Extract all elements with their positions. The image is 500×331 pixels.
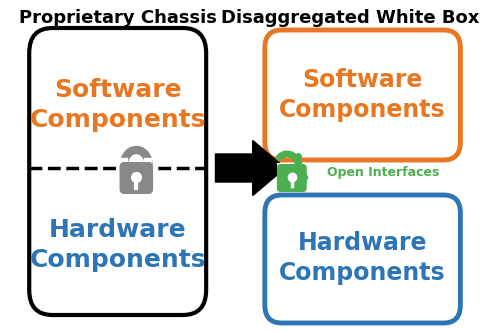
Text: Disaggregated White Box: Disaggregated White Box (222, 9, 480, 27)
FancyBboxPatch shape (265, 30, 460, 160)
Text: Open Interfaces: Open Interfaces (327, 166, 440, 178)
FancyBboxPatch shape (120, 162, 153, 194)
Text: Software
Components: Software Components (30, 78, 206, 132)
Text: Proprietary Chassis: Proprietary Chassis (19, 9, 216, 27)
Text: Hardware
Components: Hardware Components (280, 231, 446, 285)
FancyBboxPatch shape (277, 164, 306, 192)
Text: Hardware
Components: Hardware Components (30, 218, 206, 272)
FancyBboxPatch shape (265, 195, 460, 323)
FancyArrow shape (216, 140, 286, 196)
FancyBboxPatch shape (29, 28, 206, 315)
Text: Software
Components: Software Components (280, 68, 446, 122)
